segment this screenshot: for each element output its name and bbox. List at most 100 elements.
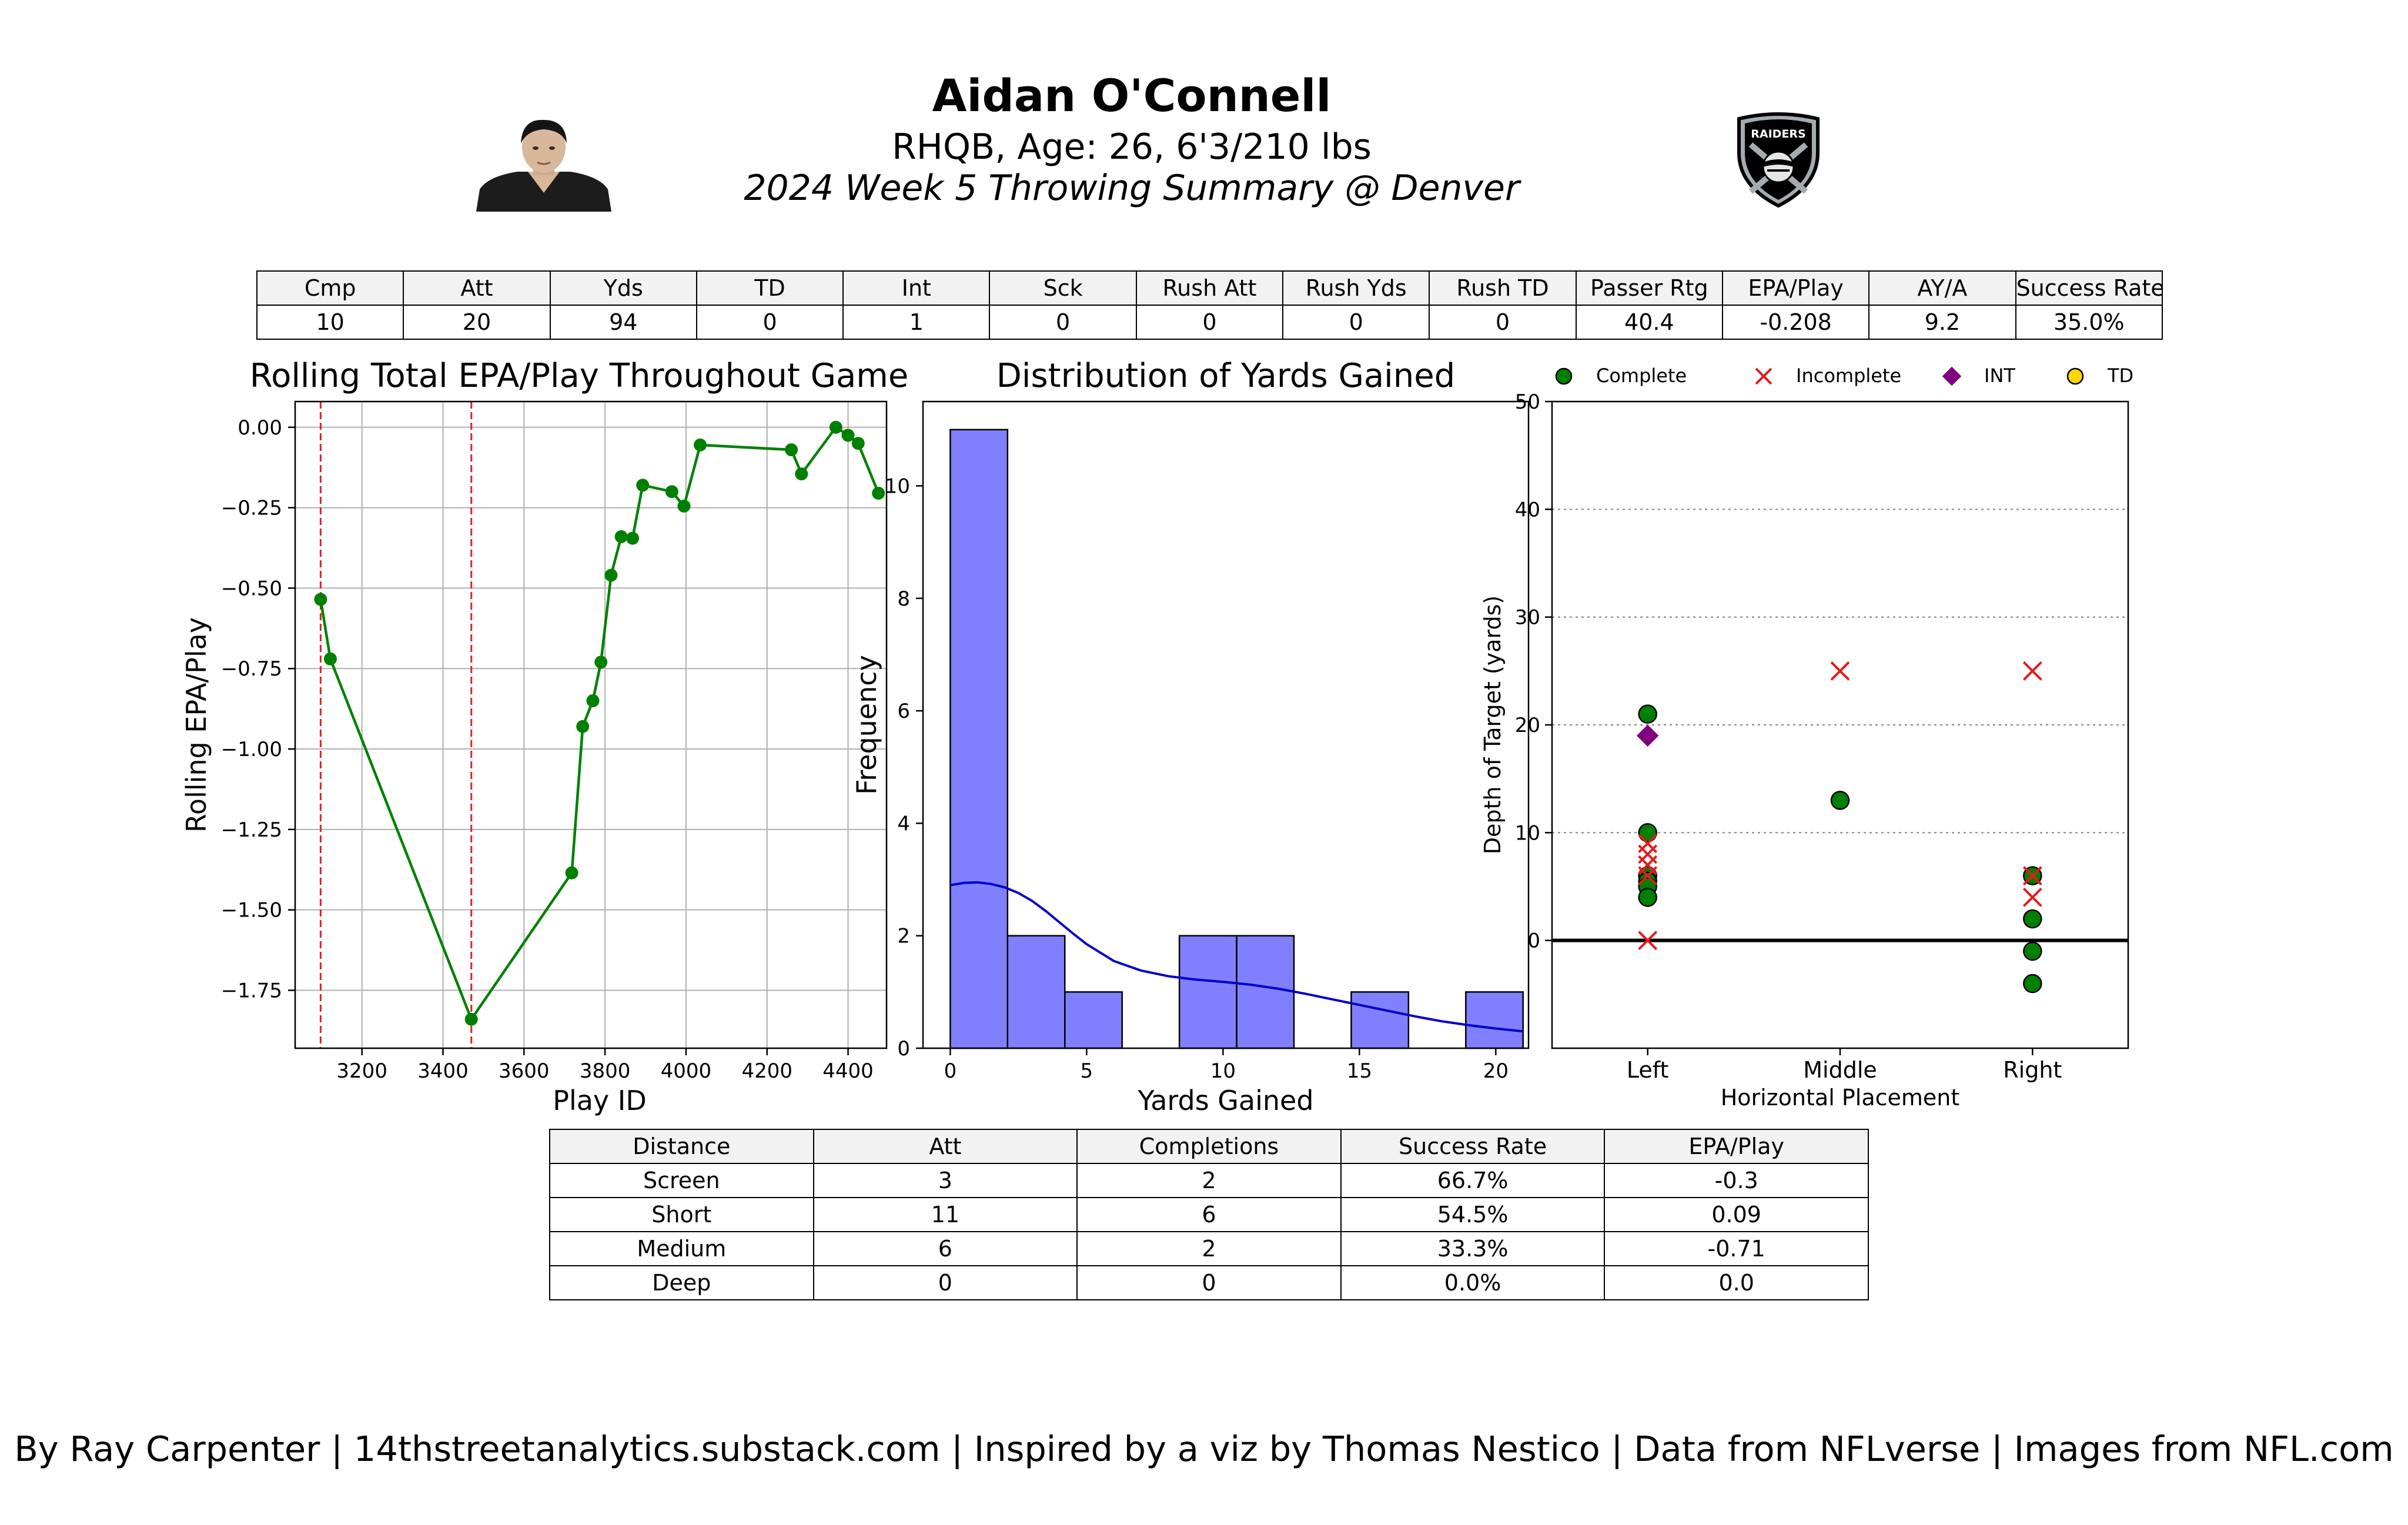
distance-header-cell: Completions	[1076, 1129, 1342, 1164]
kde-curve	[950, 881, 1523, 1033]
scatter-point	[1638, 704, 1657, 724]
distance-cell: 66.7%	[1340, 1163, 1606, 1198]
scatter-point	[1638, 866, 1658, 886]
scatter-y-tick-label: 30	[1515, 606, 1540, 630]
stats-value-cell: 40.4	[1575, 305, 1723, 340]
distance-header-cell: Distance	[549, 1129, 814, 1164]
scatter-x-tick-label: Middle	[1803, 1057, 1877, 1083]
epa-y-tick-label: −1.50	[221, 899, 282, 922]
distance-cell: 2	[1076, 1231, 1342, 1266]
scatter-point	[1830, 791, 1850, 810]
stats-value-cell: 0	[1282, 305, 1430, 340]
epa-point	[841, 429, 855, 442]
hist-y-tick-label: 0	[897, 1037, 910, 1061]
stats-header-cell: Rush Att	[1135, 270, 1284, 306]
epa-y-tick-label: −1.75	[221, 979, 282, 1002]
scatter-y-tick-label: 50	[1515, 390, 1540, 414]
distance-cell: 0	[1076, 1265, 1342, 1300]
distance-cell: -0.71	[1604, 1231, 1869, 1266]
scatter-legend: Complete Incomplete INT TD	[1555, 364, 2133, 387]
scatter-point	[2023, 941, 2042, 961]
epa-point	[464, 1012, 478, 1026]
stats-header-cell: Sck	[989, 270, 1137, 306]
histogram-bar	[949, 429, 1009, 1049]
epa-x-tick-label: 4000	[661, 1059, 712, 1083]
stats-header-cell: Cmp	[256, 270, 404, 306]
epa-y-tick-label: −0.75	[221, 657, 282, 681]
epa-y-tick-label: −1.25	[221, 818, 282, 842]
scatter-point	[2023, 909, 2042, 929]
legend-marker	[2066, 367, 2084, 385]
stats-header-cell: Int	[842, 270, 991, 306]
legend-label: Incomplete	[1796, 364, 1901, 387]
table-row: Medium 6 2 33.3% -0.71	[549, 1231, 1869, 1266]
scatter-y-tick-label: 0	[1527, 929, 1540, 953]
scatter-point	[1638, 823, 1657, 842]
scatter-point	[2023, 974, 2042, 994]
legend-marker	[1755, 367, 1772, 385]
histogram-bar	[1178, 935, 1238, 1049]
epa-chart-title: Rolling Total EPA/Play Throughout Game	[250, 357, 909, 395]
stats-value-cell: 20	[403, 305, 551, 340]
stats-header-cell: EPA/Play	[1721, 270, 1870, 306]
scatter-x-tick-label: Right	[2003, 1057, 2062, 1083]
distance-cell: 0.09	[1604, 1197, 1869, 1232]
distance-cell: 6	[812, 1231, 1078, 1266]
hist-x-tick-label: 15	[1347, 1059, 1372, 1083]
epa-point	[604, 568, 618, 582]
epa-point	[565, 866, 578, 879]
distance-header-cell: Att	[812, 1129, 1078, 1164]
stats-header-cell: Success Rate	[2015, 270, 2163, 306]
histogram-bar	[1006, 935, 1066, 1049]
histogram-bar	[1064, 991, 1123, 1049]
epa-point	[677, 499, 691, 513]
legend-marker	[1555, 367, 1573, 385]
hist-y-tick-label: 10	[885, 474, 910, 498]
stats-value-cell: 35.0%	[2015, 305, 2163, 340]
scatter-point	[1638, 888, 1657, 907]
player-name: Aidan O'Connell	[932, 69, 1332, 122]
epa-point	[636, 479, 650, 492]
distance-cell: Short	[549, 1197, 814, 1232]
stats-header-cell: Rush TD	[1429, 270, 1577, 306]
epa-point	[314, 593, 327, 606]
scatter-x-tick-label: Left	[1627, 1057, 1669, 1083]
team-logo: RAIDERS	[1737, 112, 1820, 208]
scatter-y-tick-label: 10	[1515, 821, 1540, 845]
distance-cell: Deep	[549, 1265, 814, 1300]
distance-cell: Medium	[549, 1231, 814, 1266]
epa-point	[785, 443, 798, 457]
stats-value-cell: 0	[1429, 305, 1577, 340]
stats-value-cell: 0	[1135, 305, 1284, 340]
stats-value-cell: 1	[842, 305, 991, 340]
distance-cell: -0.3	[1604, 1163, 1869, 1198]
epa-point	[614, 530, 628, 543]
player-headshot	[476, 119, 611, 212]
stats-value-cell: 9.2	[1868, 305, 2016, 340]
table-row: Screen 3 2 66.7% -0.3	[549, 1163, 1869, 1198]
team-logo-text: RAIDERS	[1751, 128, 1805, 141]
hist-x-tick-label: 5	[1081, 1059, 1093, 1083]
scatter-y-label: Depth of Target (yards)	[1480, 596, 1506, 854]
scatter-point	[1638, 931, 1658, 951]
epa-point	[576, 720, 590, 733]
epa-plot-frame	[294, 400, 888, 1049]
stats-value-cell: -0.208	[1721, 305, 1870, 340]
epa-point	[323, 652, 337, 665]
epa-point	[872, 486, 885, 500]
stats-header-cell: Yds	[549, 270, 697, 306]
legend-entry: Incomplete	[1755, 364, 1901, 387]
histogram-bar	[1350, 991, 1410, 1049]
stats-header-cell: AY/A	[1868, 270, 2016, 306]
epa-y-tick-label: 0.00	[238, 416, 282, 440]
distance-cell: Screen	[549, 1163, 814, 1198]
epa-x-label: Play ID	[553, 1085, 647, 1116]
epa-x-tick-label: 3200	[336, 1059, 387, 1083]
epa-y-tick-label: −0.50	[221, 577, 282, 600]
stats-table: Cmp Att Yds TD Int Sck Rush Att Rush Yds Rush TD…	[256, 270, 2163, 340]
legend-entry: TD	[2066, 364, 2133, 387]
epa-y-tick-label: −0.25	[221, 497, 282, 520]
histogram-bar	[1465, 991, 1524, 1049]
epa-point	[851, 437, 865, 450]
stats-value-cell: 10	[256, 305, 404, 340]
